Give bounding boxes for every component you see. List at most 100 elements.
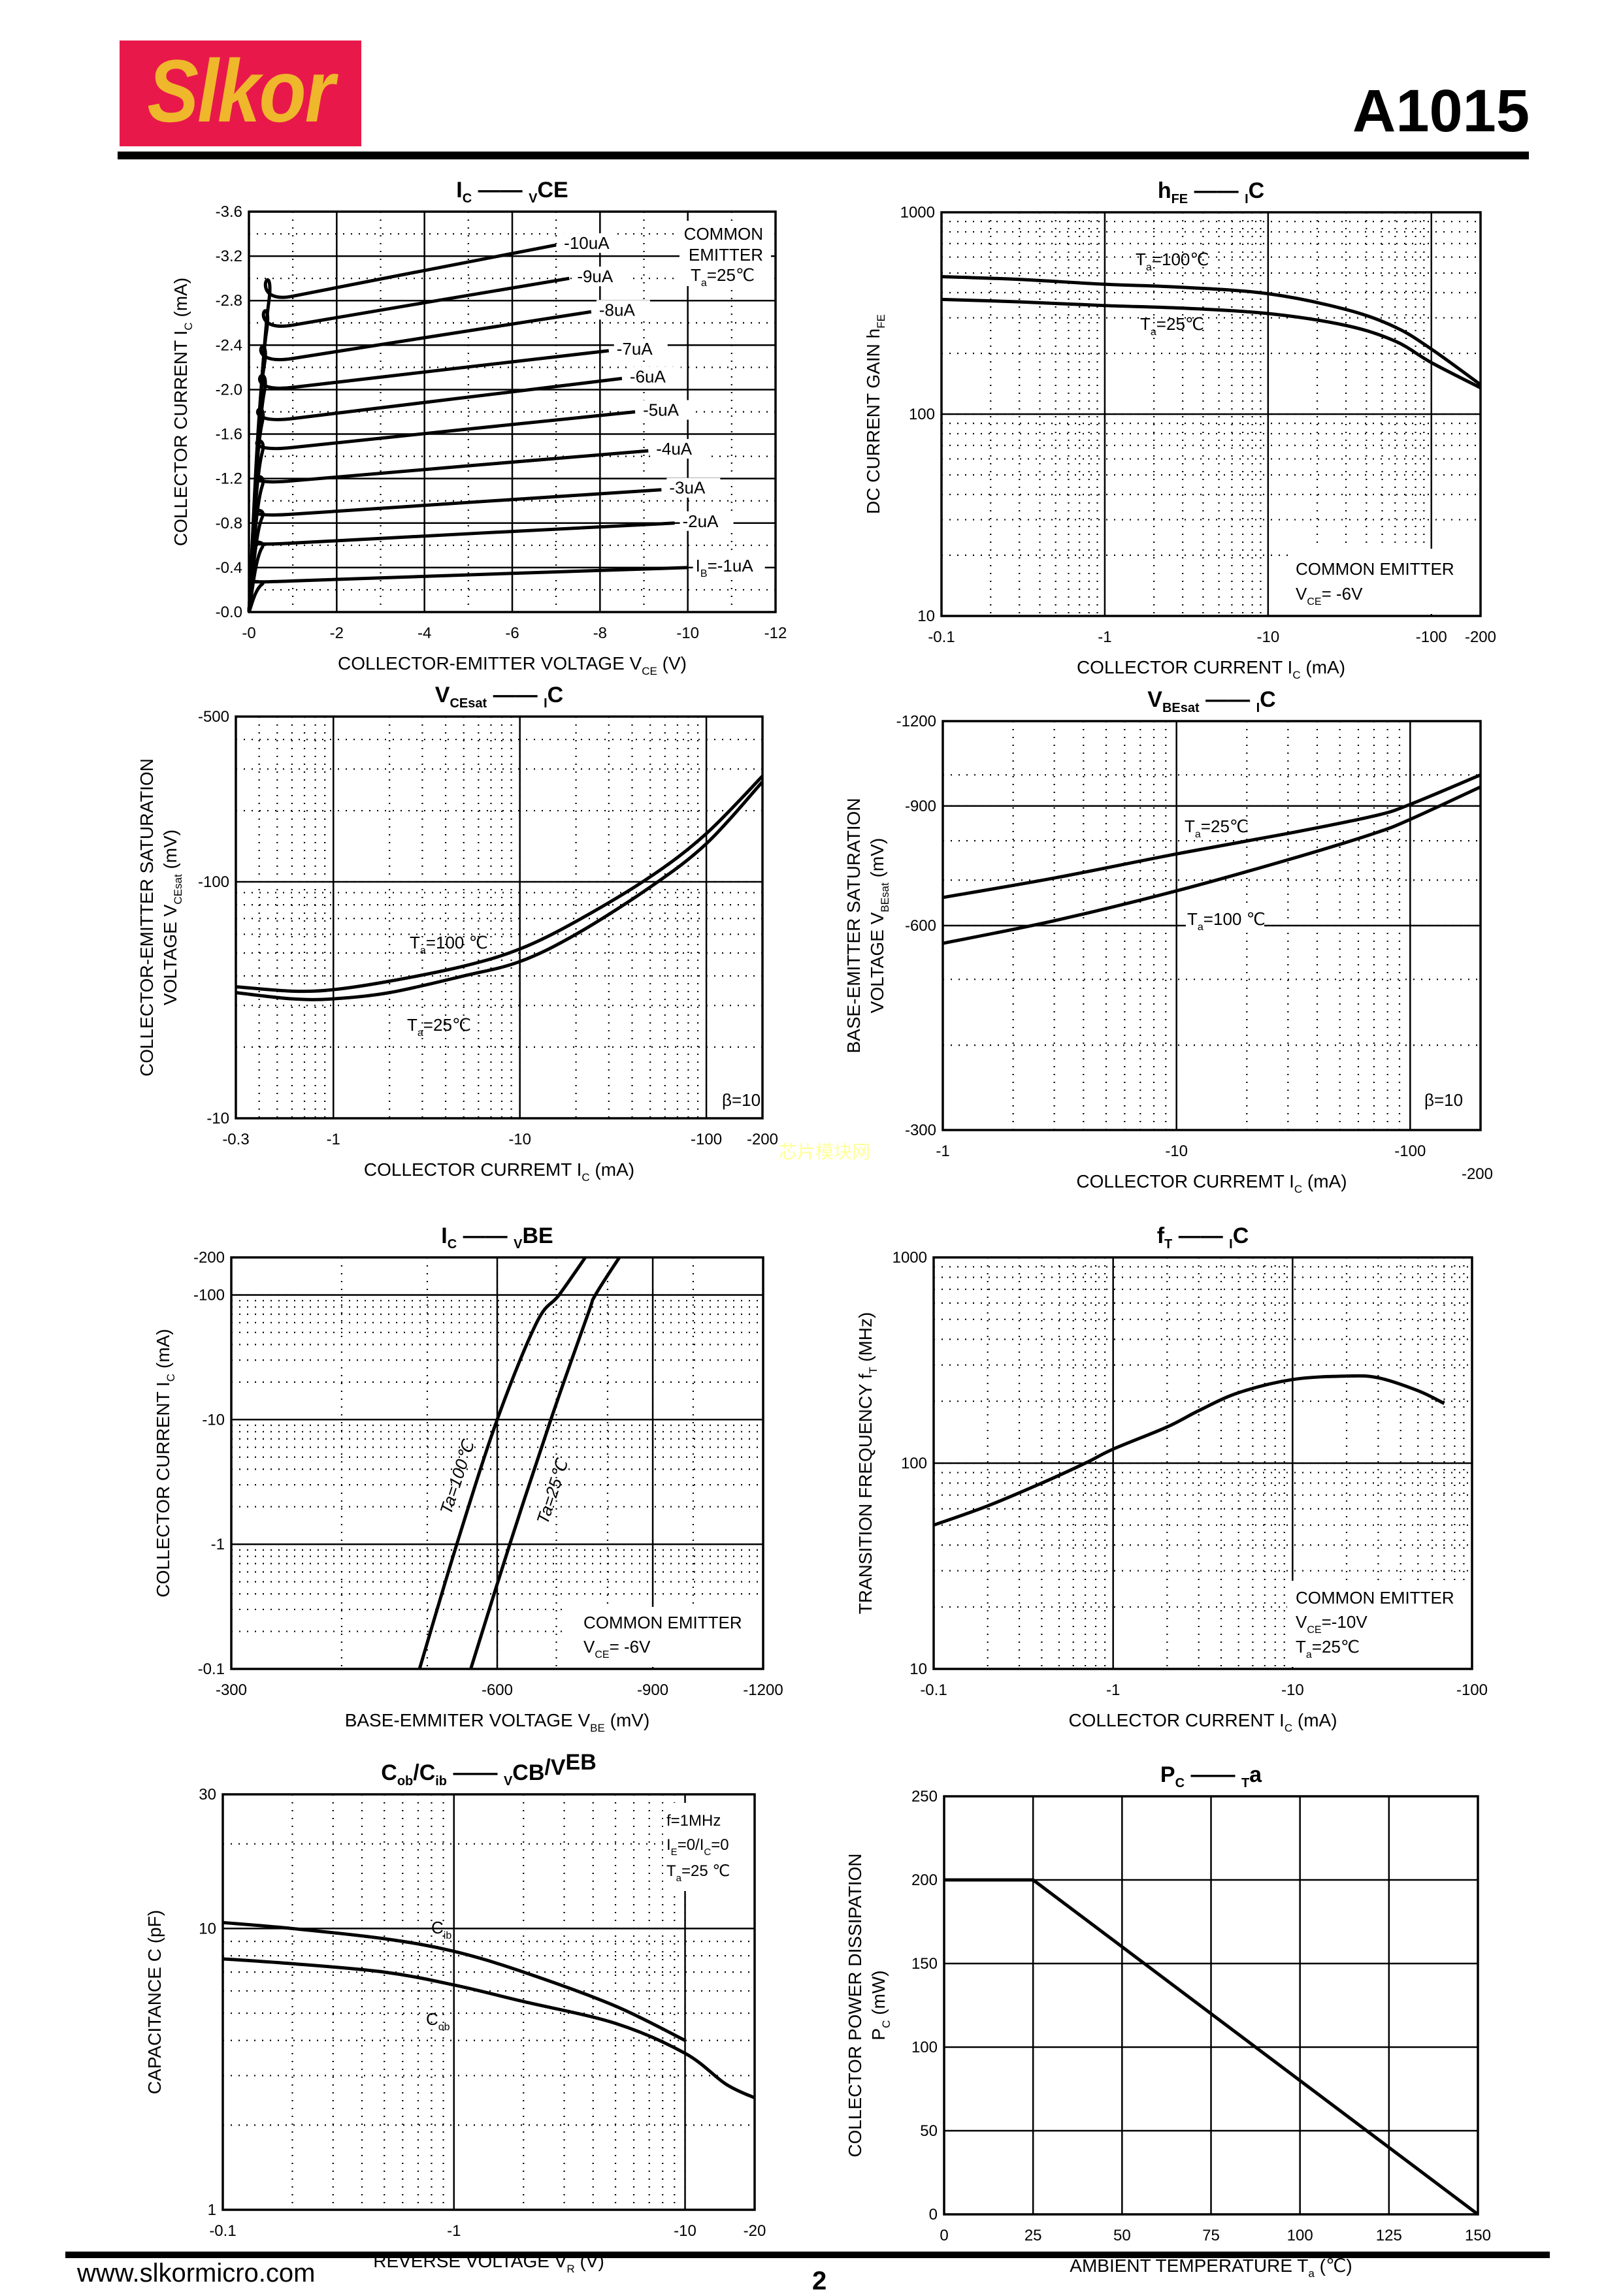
title-subscript: C	[463, 191, 472, 206]
title-part: EB	[566, 1750, 597, 1775]
series-label-text: =100 ℃	[1203, 909, 1266, 929]
series-label-subscript: a	[1151, 327, 1156, 338]
series-label-text: =25℃	[1156, 314, 1204, 334]
series-label: Ta=100℃	[1136, 250, 1209, 273]
y-tick-label: -10	[206, 1110, 229, 1127]
x-tick-label: -200	[747, 1131, 778, 1148]
series-label-text: =25℃	[1201, 817, 1249, 836]
annotation-text: =-10V	[1322, 1612, 1368, 1632]
x-axis-label: COLLECTOR CURREMT IC (mA)	[1076, 1171, 1347, 1195]
x-tick-label: -1	[447, 2222, 461, 2240]
part-number: A1015	[1352, 78, 1530, 144]
plot-frame	[235, 715, 764, 1120]
y-tick-label: 100	[911, 2039, 938, 2056]
title-subscript: T	[1164, 1237, 1172, 1252]
x-axis-label-text: AMBIENT TEMPERATURE T	[1070, 2256, 1308, 2276]
x-tick-label: -900	[637, 1681, 668, 1699]
x-tick-label: -300	[216, 1681, 247, 1699]
x-axis-label-subscript: BE	[590, 1722, 605, 1734]
annotation-base: V	[1296, 584, 1307, 604]
x-tick-label: -10	[676, 624, 699, 642]
annotation-bg	[1186, 907, 1264, 929]
annotation: VCE= -6V	[1296, 584, 1363, 607]
series-label: IB=-1uA	[696, 556, 754, 579]
footer-url[interactable]: www.slkormicro.com	[77, 2259, 316, 2288]
x-tick-label: -1	[1098, 628, 1111, 646]
series-label-text: =100℃	[1152, 250, 1209, 269]
annotation-subscript: a	[1306, 1649, 1312, 1660]
series-label-text: =25℃	[423, 1015, 471, 1035]
series-line-0	[941, 274, 1482, 386]
x-tick-label: -0.1	[928, 628, 955, 646]
title-part: f	[1157, 1223, 1165, 1248]
watermark: 芯片模块网	[779, 1142, 871, 1162]
title-part: /C	[413, 1760, 435, 1785]
y-axis-label-text: VOLTAGE V	[160, 904, 180, 1005]
x-tick-label: -20	[744, 2222, 766, 2240]
series-line-3	[247, 449, 649, 613]
annotation-subscript: C	[704, 1847, 711, 1858]
label-bg	[614, 338, 668, 359]
x-tick-label: -1	[327, 1131, 340, 1148]
x-tick-label: 125	[1376, 2227, 1402, 2244]
series-label: -8uA	[599, 300, 636, 319]
y-tick-label: -2.0	[216, 381, 242, 398]
x-axis-label-unit: (mA)	[590, 1159, 634, 1180]
y-tick-label: -0.0	[216, 604, 242, 621]
title-subscript: V	[529, 191, 538, 206]
plot-frame	[943, 1795, 1479, 2216]
x-tick-label: 75	[1202, 2227, 1220, 2244]
y-tick-label: 200	[911, 1871, 938, 1889]
series-label-subscript: ib	[444, 1930, 452, 1941]
series-label-base: T	[407, 1015, 418, 1035]
annotation: COMMON	[684, 224, 763, 244]
y-axis-label-unit: (mA)	[171, 278, 191, 322]
x-tick-label: -0.1	[209, 2222, 236, 2240]
y-tick-label: -600	[905, 917, 936, 935]
y-tick-label: 100	[909, 406, 935, 423]
y-axis-label-text: P	[868, 2028, 889, 2041]
x-tick-label: -100	[691, 1131, 722, 1148]
x-tick-label: -1200	[743, 1681, 783, 1699]
y-axis-label: COLLECTOR CURRENT IC (mA)	[153, 1329, 177, 1597]
x-tick-label: -0.1	[920, 1681, 947, 1699]
series-label-subscript: a	[420, 945, 426, 956]
y-axis-label-line2: VOLTAGE VBEsat (mV)	[867, 838, 891, 1013]
x-tick-label: -10	[508, 1131, 531, 1148]
series-label: Ta=25℃	[1185, 817, 1249, 840]
y-tick-label: -1200	[896, 713, 936, 730]
series-line-1	[469, 1256, 621, 1670]
y-axis-label-text: COLLECTOR CURRENT I	[153, 1382, 173, 1597]
label-bg	[574, 267, 629, 287]
x-tick-label: -8	[593, 624, 607, 642]
series-label: Ta=25℃	[1140, 314, 1204, 338]
annotation-text: = -6V	[1322, 584, 1364, 604]
y-axis-label-text: COLLECTOR-EMITTER SATURATION	[137, 758, 157, 1076]
series-label: -2uA	[683, 511, 719, 531]
annotation-subscript: CE	[595, 1649, 609, 1660]
annotation: VCE= -6V	[583, 1637, 651, 1660]
y-tick-label: -0.8	[216, 515, 242, 532]
y-axis-label-text: TRANSITION FREQUENCY f	[855, 1374, 876, 1614]
title-subscript: C	[448, 1237, 457, 1252]
x-axis-label-subscript: a	[1308, 2267, 1315, 2280]
series-label-base: T	[410, 933, 420, 952]
title-part: CE	[537, 178, 568, 202]
title-part: I	[441, 1223, 447, 1248]
title-part: C	[548, 683, 564, 707]
y-axis-label-unit: (mV)	[867, 838, 887, 882]
title-subscript: I	[1256, 701, 1260, 715]
y-tick-label: 10	[909, 1660, 927, 1678]
x-axis-label-subscript: C	[1294, 1183, 1302, 1195]
annotation-bg	[663, 1803, 751, 1891]
x-axis-label-text: COLLECTOR CURRENT I	[1068, 1710, 1284, 1730]
title-part: BE	[522, 1223, 553, 1248]
series-label-subscript: a	[1146, 262, 1152, 273]
x-axis-label-unit: (mA)	[1302, 1171, 1347, 1191]
label-bg	[666, 477, 721, 498]
x-tick-label: -600	[482, 1681, 513, 1699]
brand-logo-text: Slkor	[147, 42, 335, 141]
y-tick-label: -2.4	[216, 336, 242, 354]
y-tick-label: 1000	[900, 204, 935, 221]
title-subscript: I	[1245, 192, 1249, 206]
